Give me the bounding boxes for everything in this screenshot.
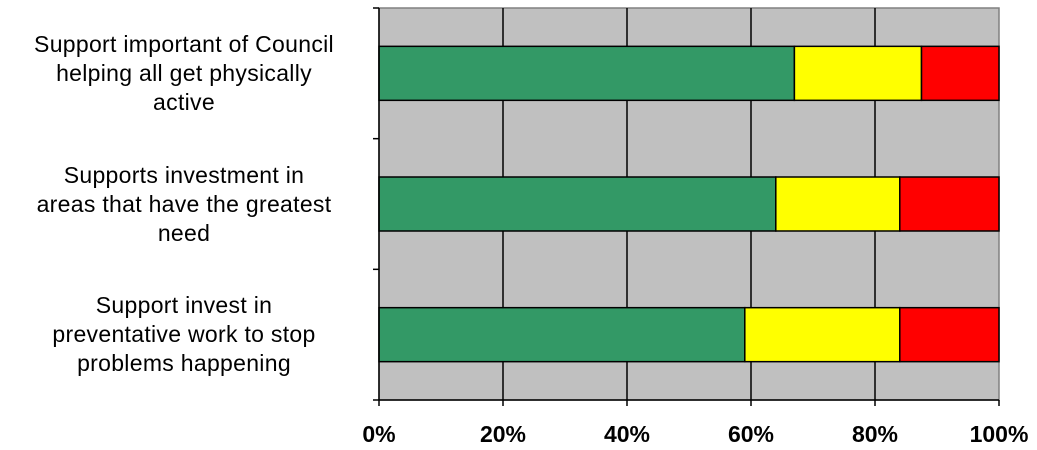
category-label-line: need: [157, 219, 211, 246]
category-label: Support important of Council helping all …: [9, 30, 359, 117]
x-tick-label: 20%: [480, 421, 526, 447]
category-label-line: preventative work to stop: [52, 321, 316, 348]
x-tick-label: 0%: [362, 421, 395, 447]
bar-segment: [775, 176, 901, 232]
x-tick-label: 40%: [604, 421, 650, 447]
category-label-line: helping all get physically: [56, 59, 312, 86]
category-label-line: Supports investment in: [63, 161, 305, 188]
x-tick-label: 100%: [970, 421, 1029, 447]
category-label: Supports investment in areas that have th…: [9, 161, 359, 248]
axes: [373, 7, 1000, 406]
x-tick-labels: 0% 20% 40% 60% 80% 100%: [362, 421, 1028, 447]
category-label-line: areas that have the greatest: [36, 190, 332, 217]
bar-segment: [899, 176, 1000, 232]
bar-segment: [920, 45, 1000, 102]
bar-segment: [378, 176, 777, 232]
category-label-line: Support important of Council: [34, 30, 334, 57]
bar-segment: [378, 306, 746, 363]
category-label-line: active: [153, 88, 215, 115]
x-tick-label: 60%: [728, 421, 774, 447]
bar-segment: [744, 306, 901, 363]
category-label: Support invest in preventative work to st…: [9, 291, 359, 378]
x-tick-label: 80%: [852, 421, 898, 447]
bar-segment: [378, 45, 796, 102]
bar-segment: [899, 306, 1000, 363]
category-label-line: problems happening: [77, 350, 291, 377]
bar-segment: [793, 45, 923, 102]
category-label-line: Support invest in: [95, 292, 273, 319]
bars: [378, 45, 1000, 363]
